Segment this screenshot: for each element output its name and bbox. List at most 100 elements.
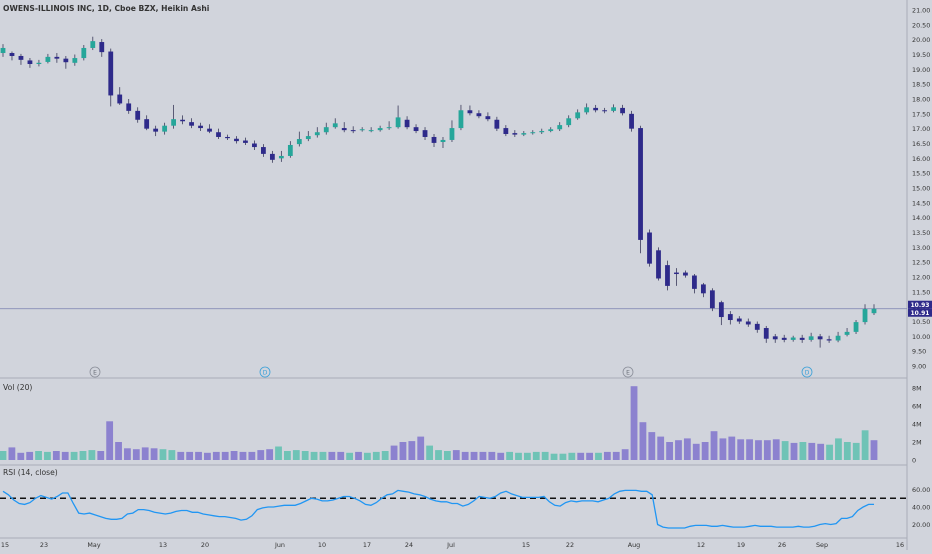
volume-bar bbox=[826, 444, 833, 460]
volume-bar bbox=[835, 438, 842, 460]
candle-body bbox=[772, 336, 778, 340]
candle-body bbox=[584, 107, 590, 113]
candle-body bbox=[467, 110, 473, 114]
price-tick-label: 19.50 bbox=[912, 51, 930, 59]
event-marker-label: E bbox=[93, 370, 97, 377]
volume-bar bbox=[781, 441, 789, 460]
price-tick-label: 10.00 bbox=[912, 333, 930, 341]
price-tick-label: 16.00 bbox=[912, 155, 930, 163]
volume-bar bbox=[141, 447, 149, 460]
volume-bar bbox=[435, 450, 442, 460]
candle-body bbox=[243, 140, 248, 143]
event-marker-label: D bbox=[805, 370, 810, 377]
candle-body bbox=[413, 127, 419, 132]
volume-bar bbox=[612, 451, 620, 460]
candle-body bbox=[431, 136, 437, 143]
volume-bar bbox=[115, 442, 122, 460]
time-axis-label: 22 bbox=[566, 541, 574, 549]
volume-bar bbox=[230, 451, 238, 460]
time-axis-label: 13 bbox=[159, 541, 167, 549]
volume-bar bbox=[284, 451, 291, 460]
candle-body bbox=[0, 47, 6, 54]
candle-body bbox=[305, 136, 311, 140]
time-axis-label: 23 bbox=[40, 541, 48, 549]
candle-body bbox=[862, 309, 868, 323]
volume-bar bbox=[870, 440, 878, 460]
volume-bar bbox=[595, 452, 602, 460]
price-tick-label: 18.00 bbox=[912, 96, 930, 104]
volume-bar bbox=[648, 432, 656, 460]
candle-body bbox=[359, 129, 365, 131]
volume-bar bbox=[381, 451, 389, 460]
volume-bar bbox=[523, 452, 531, 460]
candle-body bbox=[90, 41, 96, 48]
price-tick-label: 13.50 bbox=[912, 229, 930, 237]
candle-body bbox=[512, 133, 518, 135]
volume-bar bbox=[355, 451, 362, 460]
price-tick-label: 9.50 bbox=[912, 348, 926, 356]
volume-bar bbox=[817, 443, 825, 460]
candle-body bbox=[718, 302, 724, 318]
volume-bar bbox=[506, 451, 514, 460]
volume-bar bbox=[337, 451, 345, 460]
candle-body bbox=[449, 128, 455, 140]
price-tick-label: 12.00 bbox=[912, 274, 930, 282]
volume-bar bbox=[204, 452, 211, 460]
price-tick-label: 9.00 bbox=[912, 363, 926, 371]
candle-body bbox=[629, 113, 634, 129]
price-tick-label: 11.50 bbox=[912, 288, 930, 296]
candle-body bbox=[323, 127, 329, 133]
volume-bar bbox=[44, 451, 51, 460]
candle-body bbox=[135, 110, 141, 120]
candle-body bbox=[216, 132, 221, 137]
volume-bar bbox=[35, 451, 42, 460]
volume-bar bbox=[701, 442, 709, 460]
candle-body bbox=[252, 143, 257, 148]
candle-body bbox=[754, 323, 760, 330]
candle-body bbox=[368, 130, 374, 132]
price-tick-label: 10.50 bbox=[912, 318, 930, 326]
volume-bar bbox=[88, 450, 96, 460]
price-tick-label: 19.00 bbox=[912, 66, 930, 74]
time-axis-label: May bbox=[87, 541, 100, 549]
candle-body bbox=[108, 51, 114, 96]
volume-bar bbox=[124, 448, 131, 460]
price-tick-label: 20.00 bbox=[912, 36, 930, 44]
candle-body bbox=[503, 128, 509, 135]
price-tick-label: 20.50 bbox=[912, 21, 930, 29]
candle-body bbox=[36, 62, 42, 64]
candle-body bbox=[54, 56, 60, 59]
volume-bar bbox=[621, 449, 629, 460]
candle-body bbox=[548, 129, 554, 132]
price-tick-label: 17.00 bbox=[912, 125, 930, 133]
volume-bar bbox=[746, 439, 753, 460]
time-axis-label: 10 bbox=[318, 541, 326, 549]
volume-bar bbox=[479, 451, 487, 460]
volume-bar bbox=[301, 451, 309, 460]
candle-body bbox=[494, 119, 500, 129]
candle-body bbox=[638, 128, 643, 240]
time-axis-label: Aug bbox=[628, 541, 640, 549]
candle-body bbox=[18, 55, 24, 60]
candle-body bbox=[844, 331, 850, 335]
volume-tick-label: 8M bbox=[912, 385, 922, 393]
candle-body bbox=[162, 125, 168, 132]
candle-body bbox=[144, 119, 150, 129]
volume-bar bbox=[532, 451, 540, 460]
candle-body bbox=[539, 131, 545, 133]
candle-body bbox=[692, 275, 697, 289]
candle-body bbox=[386, 127, 392, 129]
time-axis-label: Jun bbox=[274, 541, 285, 549]
volume-bar bbox=[666, 442, 673, 460]
volume-bar bbox=[728, 436, 736, 460]
volume-tick-label: 0 bbox=[912, 457, 916, 465]
volume-bar bbox=[0, 451, 7, 460]
volume-bar bbox=[541, 451, 549, 460]
candle-body bbox=[593, 107, 599, 111]
volume-bar bbox=[346, 452, 354, 460]
event-marker-label: D bbox=[263, 370, 268, 377]
volume-bar bbox=[488, 451, 496, 460]
candle-body bbox=[835, 335, 841, 341]
volume-bar bbox=[132, 449, 140, 460]
